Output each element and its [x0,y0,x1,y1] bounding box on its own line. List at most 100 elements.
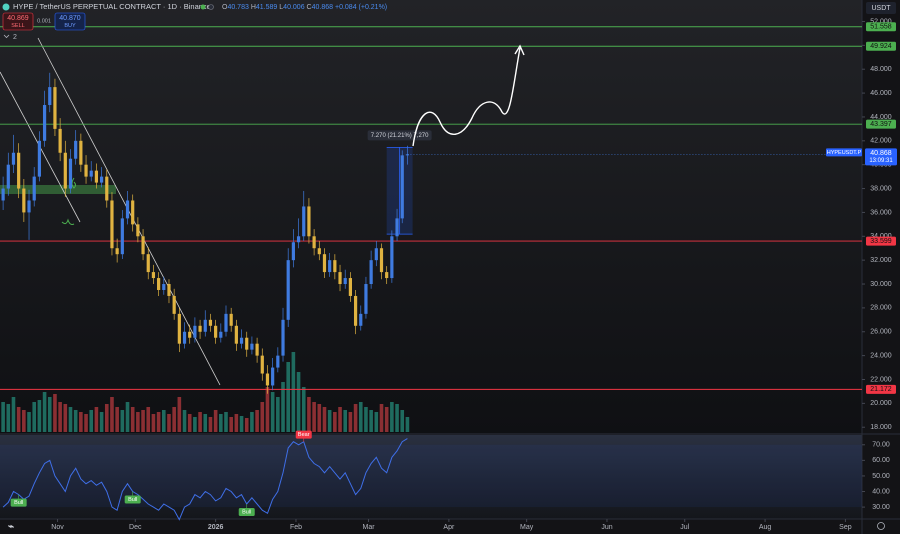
candle-body [99,176,104,183]
volume-bar [395,404,399,432]
candle-body [151,272,156,279]
volume-bar [120,410,125,432]
volume-bar [22,410,26,432]
collapse-icon[interactable] [3,34,10,39]
price-axis [862,0,900,534]
candle-body [296,236,301,243]
volume-bar [265,387,270,432]
candle-body [172,295,176,314]
volume-bar [47,397,52,432]
volume-bar [348,412,353,432]
volume-bar [6,404,11,432]
candle-body [53,87,57,129]
currency-box[interactable] [866,2,896,14]
volume-bar [307,397,311,432]
candle-body [395,218,399,237]
candle-body [182,331,187,344]
volume-bar [250,412,254,432]
settings-icon[interactable] [877,522,885,530]
volume-bar [141,410,145,432]
candle-body [17,152,21,189]
volume-bar [270,392,275,432]
candle-body [229,313,233,326]
volume-bar [374,412,379,432]
buy-text[interactable]: BUY [64,23,76,29]
candle-body [58,128,62,153]
volume-bar [338,407,342,432]
y-tick-label: 52.000 [870,18,892,25]
candle-body [224,313,228,332]
candle-body [203,319,207,332]
rsi-tick-label: 70.00 [872,442,890,449]
y-tick-label: 18.000 [870,424,892,431]
volume-bar [89,410,94,432]
volume-bar [73,410,78,432]
candle-body [146,254,150,273]
volume-bar [296,372,301,432]
y-tick-label: 42.000 [870,138,892,145]
ohlc: O40.783 H41.589 L40.006 C40.868 +0.084 (… [222,4,387,11]
annotation-label: Bear [298,432,310,438]
volume-bar [224,412,228,432]
level-label-box [866,41,896,51]
volume-bar [286,362,290,432]
volume-bar [400,410,405,432]
candle-body [193,325,197,338]
arrow-head [514,44,525,56]
candle-body [84,164,88,177]
candle-body [79,140,83,165]
candle-body [234,325,238,344]
buy-price[interactable]: 40.870 [59,15,81,22]
candle-body [89,170,93,177]
sell-price[interactable]: 40.869 [7,15,29,22]
y-tick-label: 36.000 [870,209,892,216]
candle-body [188,331,192,338]
annotation-box [295,430,312,439]
candle-body [385,272,389,279]
pane-count: 2 [13,34,17,41]
candle-body [390,236,394,279]
candle-body [265,373,270,386]
volume-bar [364,407,368,432]
volume-bar [255,410,259,432]
level-label: 33.599 [870,238,892,245]
candle-body [198,325,202,332]
ohlc-close: 40.868 [312,4,334,11]
volume-bar [37,400,42,432]
sell-button[interactable] [2,12,34,31]
level-label: 49.924 [870,43,892,50]
volume-bar [244,418,249,432]
buy-button[interactable] [54,12,86,31]
y-tick-label: 28.000 [870,305,892,312]
volume-bar [58,402,62,432]
candle-body [239,337,244,344]
volume-bar [27,412,31,432]
ohlc-change: +0.084 (+0.21%) [335,4,387,11]
volume-bar [182,410,187,432]
candle-body [302,206,306,237]
candle-body [343,278,347,285]
candle-body [22,188,26,213]
volume-bar [369,410,373,432]
candle-body [260,355,264,374]
ohlc-letter: O [222,4,228,11]
annotation-box [10,498,27,507]
level-label: 51.558 [870,24,892,31]
sell-text[interactable]: SELL [11,23,24,29]
y-tick-label: 48.000 [870,66,892,73]
volume-bar [16,407,21,432]
currency[interactable]: USDT [871,5,891,12]
level-label-box [866,236,896,246]
volume-bar [63,404,68,432]
volume-bar [1,402,5,432]
volume-bar [125,402,130,432]
ohlc-low: 40.006 [283,4,305,11]
annotation-box [238,507,255,516]
y-tick-label: 44.000 [870,114,892,121]
x-tick-label: Mar [363,524,376,531]
candle-body [74,140,78,159]
volume-bar [358,402,363,432]
x-tick-label: Jun [601,524,612,531]
volume-bar [260,402,265,432]
